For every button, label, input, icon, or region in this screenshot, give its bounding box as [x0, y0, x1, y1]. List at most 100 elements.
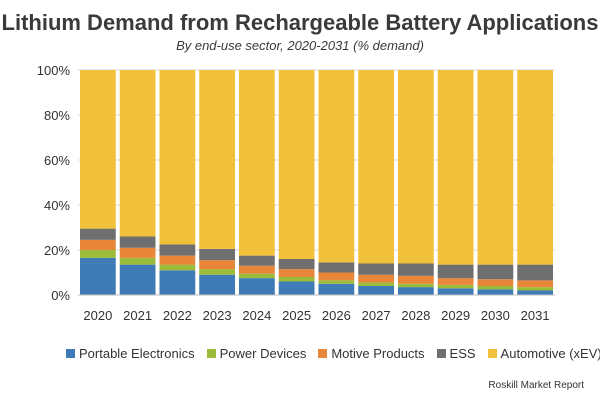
x-tick-label: 2024 [242, 308, 271, 323]
bar-segment [238, 273, 275, 279]
x-tick-label: 2020 [83, 308, 112, 323]
bar-segment [278, 70, 315, 259]
bar-segment [159, 270, 196, 295]
legend-label: Motive Products [331, 346, 425, 361]
y-tick-label: 80% [44, 108, 70, 123]
bar-segment [238, 278, 275, 295]
bar-segment [517, 287, 554, 291]
bar-segment [199, 70, 236, 249]
y-tick-label: 20% [44, 243, 70, 258]
bar-segment [397, 283, 434, 288]
bar-segment [477, 286, 514, 290]
bar-segment [119, 257, 156, 265]
x-tick-label: 2025 [282, 308, 311, 323]
bar-segment [159, 264, 196, 271]
bar-segment [159, 244, 196, 256]
source-note: Roskill Market Report [488, 380, 584, 391]
legend-item: Motive Products [318, 346, 425, 361]
bar-segment [119, 236, 156, 248]
bar-segment [477, 289, 514, 295]
legend-item: Portable Electronics [66, 346, 195, 361]
bar-segment [437, 278, 474, 285]
bar-segment [437, 284, 474, 289]
bar-segment [517, 280, 554, 288]
bar-segment [119, 264, 156, 295]
legend-label: Portable Electronics [79, 346, 195, 361]
bar-segment [477, 70, 514, 265]
x-tick-label: 2028 [401, 308, 430, 323]
legend-label: Automotive (xEV) [500, 346, 600, 361]
bar-segment [79, 70, 116, 229]
x-tick-label: 2030 [481, 308, 510, 323]
legend-item: Automotive (xEV) [487, 346, 600, 361]
bar-segment [238, 70, 275, 256]
legend-swatch [487, 349, 497, 358]
gridlines [78, 69, 555, 251]
bar-segment [397, 275, 434, 284]
bar-segment [119, 247, 156, 258]
bar-segment [397, 70, 434, 264]
legend-item: Power Devices [206, 346, 307, 361]
x-tick-label: 2029 [441, 308, 470, 323]
y-tick-label: 40% [44, 198, 70, 213]
bar-segment [397, 263, 434, 276]
bar-segment [79, 250, 116, 258]
bar-segment [437, 288, 474, 295]
chart-title: Lithium Demand from Rechargeable Battery… [1, 10, 599, 35]
legend-swatch [66, 349, 75, 358]
bar-segment [358, 263, 395, 275]
bar-segment [79, 239, 116, 250]
bar-segment [318, 262, 355, 273]
bar-segment [358, 70, 395, 264]
y-tick-label: 60% [44, 153, 70, 168]
bar-segment [278, 269, 315, 277]
bar-segment [199, 260, 236, 270]
bar-segment [358, 274, 395, 283]
bar-segment [358, 282, 395, 286]
bar-segment [437, 264, 474, 279]
bar-segment [79, 257, 116, 295]
bar-segment [397, 287, 434, 295]
bar-segment [79, 228, 116, 240]
x-tick-label: 2022 [163, 308, 192, 323]
x-tick-label: 2031 [521, 308, 550, 323]
bar-segment [517, 70, 554, 265]
bar-segment [238, 255, 275, 266]
bar-segment [477, 279, 514, 286]
legend-swatch [206, 349, 216, 358]
y-tick-label: 0% [51, 288, 70, 303]
legend-swatch [436, 349, 446, 358]
bars [79, 70, 554, 295]
bar-segment [318, 283, 355, 295]
bar-segment [477, 264, 514, 280]
axes: 0% 20% 40% 60% 80% 100% 2020 2021 2022 2023 2024 20… [37, 63, 555, 323]
bar-segment [199, 248, 236, 261]
bar-segment [278, 259, 315, 270]
bar-segment [159, 255, 196, 265]
bar-segment [318, 272, 355, 281]
bar-segment [238, 265, 275, 274]
bar-segment [318, 70, 355, 263]
bar-segment [358, 286, 395, 295]
bar-segment [517, 290, 554, 295]
bar-segment [159, 70, 196, 245]
x-tick-label: 2027 [362, 308, 391, 323]
bar-segment [199, 269, 236, 275]
legend-item: ESS [436, 346, 476, 361]
legend-swatch [318, 349, 328, 358]
x-tick-label: 2026 [322, 308, 351, 323]
legend-label: Power Devices [219, 346, 307, 361]
x-tick-label: 2023 [203, 308, 232, 323]
bar-segment [199, 274, 236, 295]
bar-segment [437, 70, 474, 265]
bar-segment [517, 264, 554, 281]
legend-label: ESS [449, 346, 476, 361]
bar-segment [318, 280, 355, 284]
y-tick-label: 100% [37, 63, 71, 78]
bar-segment [119, 70, 156, 237]
bar-segment [278, 277, 315, 282]
bar-segment [278, 281, 315, 295]
x-tick-label: 2021 [123, 308, 152, 323]
chart-subtitle: By end-use sector, 2020-2031 (% demand) [176, 38, 424, 53]
